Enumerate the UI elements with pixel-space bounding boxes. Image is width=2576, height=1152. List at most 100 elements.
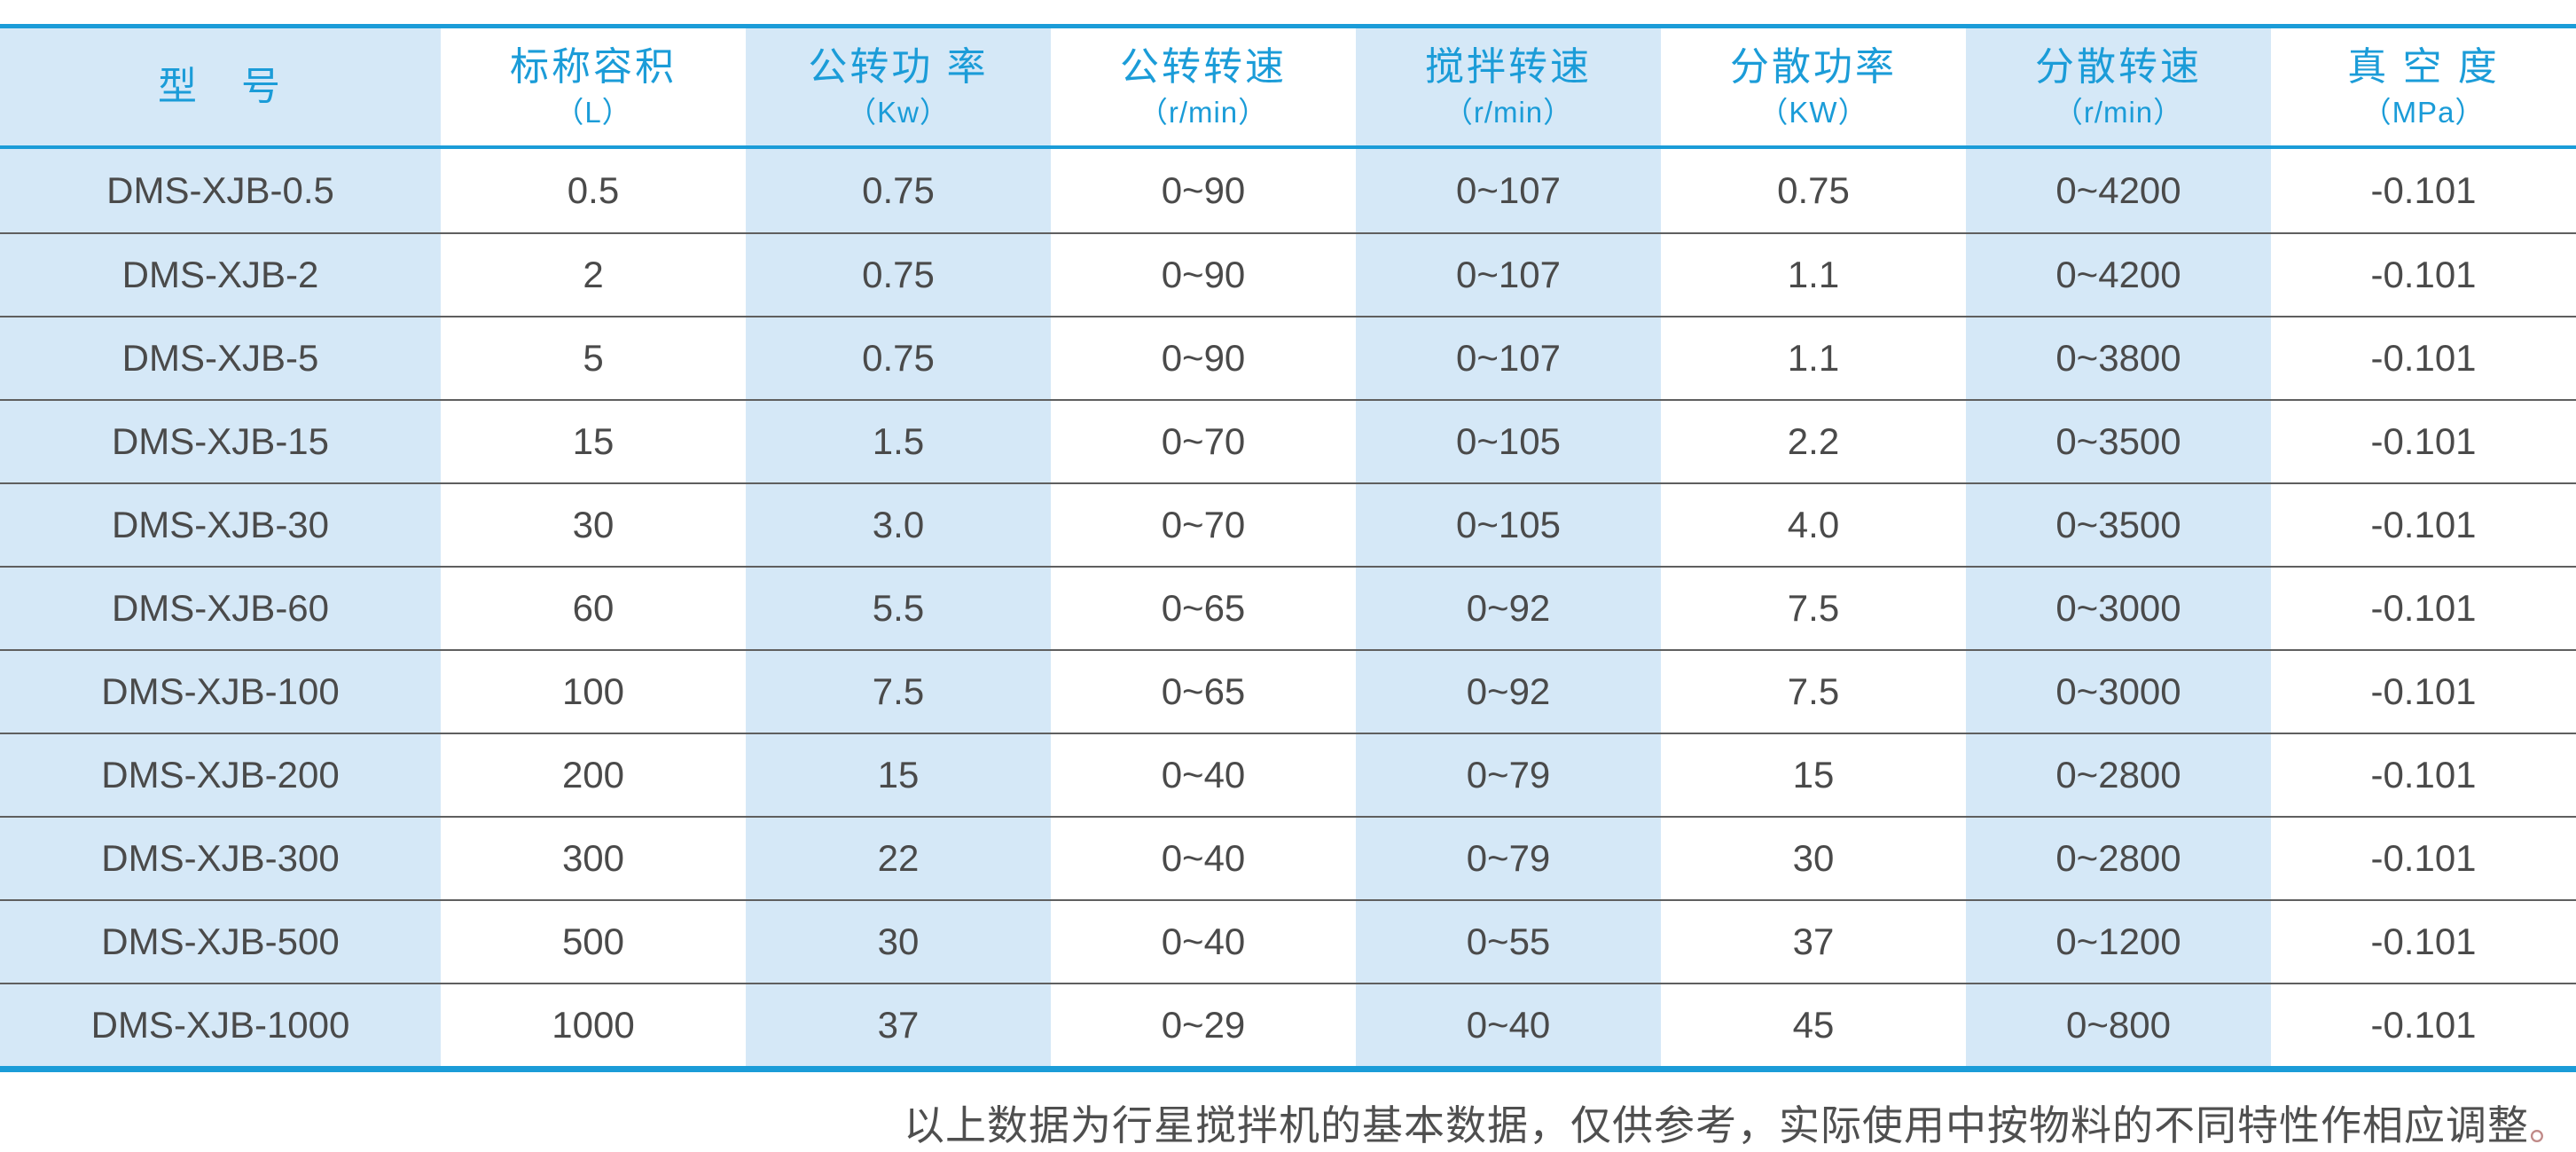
footnote-period: 。 [2529, 1101, 2571, 1149]
table-row: DMS-XJB-1000 1000 37 0~29 0~40 45 0~800 … [0, 983, 2576, 1066]
table-cell: 1000 [552, 1004, 635, 1046]
table-cell: 0~90 [1161, 169, 1246, 211]
col-header-dispersion-speed: 分散转速 （r/min） [1966, 28, 2271, 145]
col-header-label: 分散功率 [1730, 44, 1897, 89]
col-header-dispersion-power: 分散功率 （KW） [1661, 28, 1966, 145]
table-cell: 0.75 [1777, 169, 1850, 211]
table-cell: 15 [1792, 754, 1835, 795]
table-cell: 37 [1792, 921, 1835, 962]
table-cell: -0.101 [2370, 169, 2477, 211]
model-cell: DMS-XJB-500 [0, 901, 441, 983]
table-cell: 0~1200 [1966, 901, 2271, 983]
model-cell: DMS-XJB-30 [0, 484, 441, 566]
table-cell: 0~92 [1356, 651, 1661, 733]
table-cell: 0~65 [1161, 587, 1246, 629]
table-row: DMS-XJB-30 30 3.0 0~70 0~105 4.0 0~3500 … [0, 482, 2576, 566]
model-cell: DMS-XJB-100 [0, 651, 441, 733]
table-cell: 0~3500 [1966, 401, 2271, 482]
table-row: DMS-XJB-200 200 15 0~40 0~79 15 0~2800 -… [0, 733, 2576, 816]
table-cell: 0~107 [1356, 149, 1661, 232]
table-cell: 0~65 [1161, 670, 1246, 712]
mixer-spec-table: 型 号 标称容积 （L） 公转功 率 （Kw） 公转转速 （r/min） 搅拌转… [0, 24, 2576, 1072]
table-cell: 0~55 [1356, 901, 1661, 983]
table-cell: 1.1 [1787, 337, 1840, 379]
table-row: DMS-XJB-15 15 1.5 0~70 0~105 2.2 0~3500 … [0, 399, 2576, 482]
table-cell: 15 [746, 734, 1051, 816]
table-cell: 0~3000 [1966, 568, 2271, 649]
table-cell: 0~107 [1356, 317, 1661, 399]
table-cell: 0~105 [1356, 484, 1661, 566]
col-header-unit: （r/min） [1443, 95, 1574, 129]
col-header-label: 真 空 度 [2347, 44, 2500, 89]
col-header-unit: （MPa） [2361, 95, 2486, 129]
table-cell: 7.5 [1787, 670, 1840, 712]
table-row: DMS-XJB-100 100 7.5 0~65 0~92 7.5 0~3000… [0, 649, 2576, 733]
table-cell: 0.75 [746, 149, 1051, 232]
col-header-label: 公转转速 [1120, 44, 1287, 89]
table-cell: 0~70 [1161, 504, 1246, 545]
footnote-text: 以上数据为行星搅拌机的基本数据，仅供参考，实际使用中按物料的不同特性作相应调整 [904, 1101, 2529, 1149]
table-cell: 300 [561, 837, 625, 879]
table-cell: 0~29 [1161, 1004, 1246, 1046]
table-cell: 2.2 [1787, 420, 1840, 462]
table-cell: 0~40 [1161, 837, 1246, 879]
footnote: 以上数据为行星搅拌机的基本数据，仅供参考，实际使用中按物料的不同特性作相应调整。 [904, 1093, 2571, 1152]
table-cell: 0~2800 [1966, 734, 2271, 816]
table-cell: 0~2800 [1966, 818, 2271, 899]
col-header-model: 型 号 [0, 28, 441, 145]
col-header-label: 分散转速 [2035, 44, 2202, 89]
table-cell: 2 [583, 254, 604, 295]
table-cell: 0~40 [1161, 754, 1246, 795]
table-cell: 0~40 [1356, 984, 1661, 1066]
table-row: DMS-XJB-5 5 0.75 0~90 0~107 1.1 0~3800 -… [0, 316, 2576, 399]
table-cell: -0.101 [2370, 254, 2477, 295]
table-cell: 0~800 [1966, 984, 2271, 1066]
table-row: DMS-XJB-2 2 0.75 0~90 0~107 1.1 0~4200 -… [0, 232, 2576, 316]
col-header-label: 型 号 [158, 65, 283, 108]
table-cell: 0~92 [1356, 568, 1661, 649]
col-header-revolution-speed: 公转转速 （r/min） [1051, 28, 1356, 145]
table-cell: 5.5 [746, 568, 1051, 649]
table-cell: 15 [572, 420, 615, 462]
col-header-unit: （r/min） [2053, 95, 2184, 129]
col-header-unit: （r/min） [1138, 95, 1269, 129]
table-cell: 0~4200 [1966, 149, 2271, 232]
table-cell: -0.101 [2370, 504, 2477, 545]
table-cell: 0.75 [746, 234, 1051, 316]
model-cell: DMS-XJB-15 [0, 401, 441, 482]
table-cell: 500 [561, 921, 625, 962]
table-cell: 0~40 [1161, 921, 1246, 962]
table-cell: 0.75 [746, 317, 1051, 399]
model-cell: DMS-XJB-1000 [0, 984, 441, 1066]
table-cell: 0~3500 [1966, 484, 2271, 566]
col-header-label: 公转功 率 [808, 44, 989, 89]
model-cell: DMS-XJB-2 [0, 234, 441, 316]
table-cell: 0~107 [1356, 234, 1661, 316]
table-cell: 4.0 [1787, 504, 1840, 545]
table-cell: 200 [561, 754, 625, 795]
table-cell: -0.101 [2370, 420, 2477, 462]
table-cell: 0~3800 [1966, 317, 2271, 399]
table-cell: -0.101 [2370, 921, 2477, 962]
table-row: DMS-XJB-500 500 30 0~40 0~55 37 0~1200 -… [0, 899, 2576, 983]
table-cell: 0.5 [567, 169, 620, 211]
model-cell: DMS-XJB-60 [0, 568, 441, 649]
table-cell: 30 [1792, 837, 1835, 879]
table-row: DMS-XJB-300 300 22 0~40 0~79 30 0~2800 -… [0, 816, 2576, 899]
table-cell: 45 [1792, 1004, 1835, 1046]
table-cell: -0.101 [2370, 837, 2477, 879]
table-row: DMS-XJB-60 60 5.5 0~65 0~92 7.5 0~3000 -… [0, 566, 2576, 649]
table-cell: 37 [746, 984, 1051, 1066]
table-cell: 7.5 [1787, 587, 1840, 629]
col-header-unit: （Kw） [847, 95, 950, 129]
table-cell: -0.101 [2370, 337, 2477, 379]
table-cell: 60 [572, 587, 615, 629]
col-header-capacity: 标称容积 （L） [441, 28, 746, 145]
model-cell: DMS-XJB-0.5 [0, 149, 441, 232]
model-cell: DMS-XJB-300 [0, 818, 441, 899]
table-cell: 0~79 [1356, 734, 1661, 816]
table-cell: 100 [561, 670, 625, 712]
model-cell: DMS-XJB-5 [0, 317, 441, 399]
table-cell: 30 [572, 504, 615, 545]
table-cell: 1.1 [1787, 254, 1840, 295]
